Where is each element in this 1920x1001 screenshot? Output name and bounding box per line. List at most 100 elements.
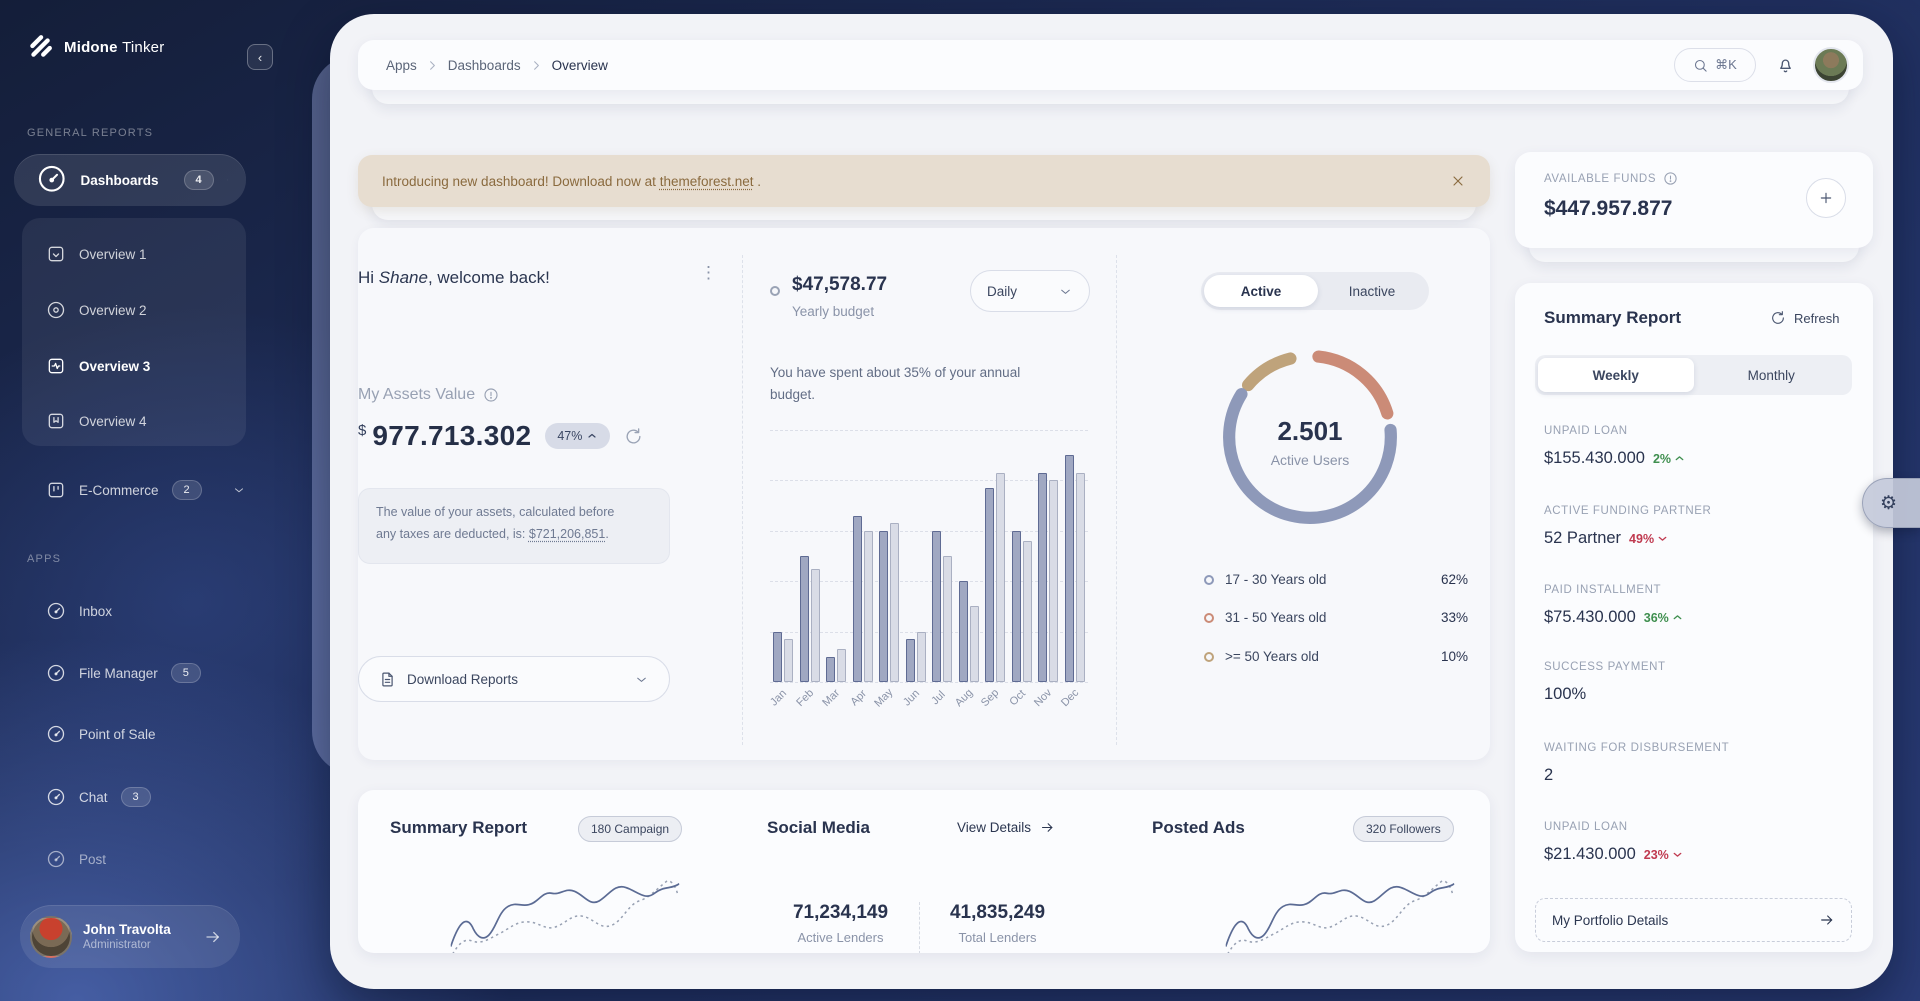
user-role: Administrator [83, 939, 151, 951]
chevron-down-icon [634, 672, 649, 687]
chat-badge: 3 [120, 787, 151, 807]
funds-value: $447.957.877 [1544, 197, 1673, 220]
sidebar-item-post[interactable]: Post [46, 849, 106, 869]
search-input[interactable]: ⌘K [1674, 48, 1756, 82]
alert-banner: Introducing new dashboard! Download now … [358, 155, 1490, 207]
chevron-up-icon [226, 173, 228, 187]
sidebar-collapse-button[interactable]: ‹ [247, 44, 273, 70]
currency-symbol: $ [358, 422, 367, 439]
stat-number: 71,234,149 [792, 902, 889, 923]
alert-link[interactable]: themeforest.net [659, 173, 754, 189]
column-divider [742, 255, 743, 745]
settings-fab[interactable]: ⚙ [1862, 478, 1920, 528]
tab-weekly[interactable]: Weekly [1538, 358, 1694, 392]
disc-icon [46, 300, 66, 320]
stat-amount: $75.430.000 [1544, 608, 1636, 626]
stat-amount: 2 [1544, 766, 1554, 784]
activity-square-icon [46, 356, 66, 376]
profile-avatar[interactable] [1813, 47, 1849, 83]
chevron-up-icon [586, 430, 598, 442]
stat-value: 52 Partner 49% [1544, 529, 1669, 548]
sidebar-item-overview-4[interactable]: Overview 4 [46, 411, 147, 431]
sidebar-item-point-of-sale[interactable]: Point of Sale [46, 724, 156, 744]
note-value[interactable]: $721,206,851 [528, 526, 606, 541]
gauge-icon [46, 663, 66, 683]
welcome-prefix: Hi [358, 268, 379, 287]
user-avatar [30, 915, 72, 958]
refresh-button[interactable]: Refresh [1770, 310, 1840, 326]
refresh-icon[interactable] [624, 427, 643, 446]
submenu-label: Overview 3 [79, 358, 151, 374]
stat-label: PAID INSTALLMENT [1544, 584, 1662, 596]
stat-label: WAITING FOR DISBURSEMENT [1544, 742, 1730, 754]
stat-value: 100% [1544, 685, 1586, 704]
download-reports-button[interactable]: Download Reports [358, 656, 670, 702]
submenu-label: Overview 2 [79, 302, 147, 318]
chevron-down-icon [1058, 284, 1073, 299]
stat-label: SUCCESS PAYMENT [1544, 661, 1666, 673]
sidebar-item-overview-1[interactable]: Overview 1 [46, 244, 147, 264]
bottom-summary-title: Summary Report [390, 818, 527, 837]
file-manager-badge: 5 [170, 663, 201, 683]
sidebar-item-inbox[interactable]: Inbox [46, 601, 112, 621]
sidebar: Midone Tinker ‹ GENERAL REPORTS Dashboar… [0, 0, 273, 1001]
legend-item: 17 - 30 Years old 62% [1204, 572, 1468, 587]
sidebar-item-overview-3[interactable]: Overview 3 [46, 356, 150, 376]
stat-caption: Active Lenders [797, 930, 884, 945]
search-shortcut: ⌘K [1715, 57, 1737, 72]
social-stat: 41,835,249 Total Lenders [940, 902, 1055, 945]
view-details-link[interactable]: View Details [957, 820, 1055, 835]
donut-total: 2.501 [1277, 416, 1343, 446]
legend-item: 31 - 50 Years old 33% [1204, 610, 1468, 625]
stat-label: UNPAID LOAN [1544, 821, 1628, 833]
info-icon[interactable] [1663, 171, 1678, 186]
gauge-icon [46, 787, 66, 807]
brand-logo-icon [27, 34, 53, 60]
user-profile-card[interactable]: John Travolta Administrator [20, 905, 240, 968]
refresh-label: Refresh [1794, 310, 1840, 326]
info-icon[interactable] [483, 387, 499, 403]
sidebar-item-overview-2[interactable]: Overview 2 [46, 300, 147, 320]
brand-light: Tinker [122, 39, 165, 56]
sidebar-item-file-manager[interactable]: File Manager 5 [46, 663, 201, 683]
add-funds-button[interactable] [1806, 178, 1846, 218]
legend-label: 31 - 50 Years old [1225, 610, 1327, 625]
sidebar-item-dashboards[interactable]: Dashboards 4 [14, 154, 246, 206]
stat-label: ACTIVE FUNDING PARTNER [1544, 505, 1712, 517]
breadcrumb-dashboards[interactable]: Dashboards [447, 57, 521, 73]
tab-monthly[interactable]: Monthly [1747, 367, 1795, 383]
kebab-menu-icon[interactable]: ⋮ [700, 263, 719, 282]
stat-value: $75.430.000 36% [1544, 608, 1684, 627]
stat-value: 2 [1544, 766, 1553, 785]
social-stat: 71,234,149 Active Lenders [783, 902, 898, 945]
weekly-monthly-tabs: Weekly Monthly [1535, 355, 1852, 395]
stat-value: $155.430.000 2% [1544, 449, 1686, 468]
tab-active[interactable]: Active [1204, 275, 1318, 307]
gauge-icon [46, 601, 66, 621]
monitor-icon [46, 244, 66, 264]
budget-note-line-1: You have spent about 35% of your annual [770, 365, 1021, 380]
sidebar-item-chat[interactable]: Chat 3 [46, 787, 151, 807]
sidebar-item-label: Chat [79, 789, 108, 805]
brand-bold: Midone [64, 39, 118, 56]
ecommerce-badge: 2 [171, 480, 202, 500]
bell-icon[interactable] [1776, 56, 1795, 75]
sidebar-item-ecommerce[interactable]: E-Commerce 2 [46, 480, 246, 500]
user-name: John Travolta [83, 922, 171, 937]
period-select[interactable]: Daily [970, 270, 1090, 312]
legend-item: >= 50 Years old 10% [1204, 649, 1468, 664]
stat-change: 49% [1629, 532, 1669, 546]
note-line-2: any taxes are deducted, is: [376, 526, 529, 541]
active-users-donut-chart [1223, 350, 1397, 524]
assets-change-badge[interactable]: 47% [545, 423, 611, 449]
close-icon[interactable] [1450, 173, 1466, 189]
sidebar-item-label: E-Commerce [79, 482, 159, 498]
legend-dot [1204, 574, 1214, 585]
assets-change: 47% [557, 429, 583, 443]
budget-label: Yearly budget [792, 304, 875, 319]
gauge-icon [46, 849, 66, 869]
assets-value: 977.713.302 [372, 420, 532, 451]
breadcrumb-apps[interactable]: Apps [386, 57, 417, 73]
portfolio-details-button[interactable]: My Portfolio Details [1535, 898, 1852, 942]
tab-inactive[interactable]: Inactive [1348, 283, 1396, 299]
